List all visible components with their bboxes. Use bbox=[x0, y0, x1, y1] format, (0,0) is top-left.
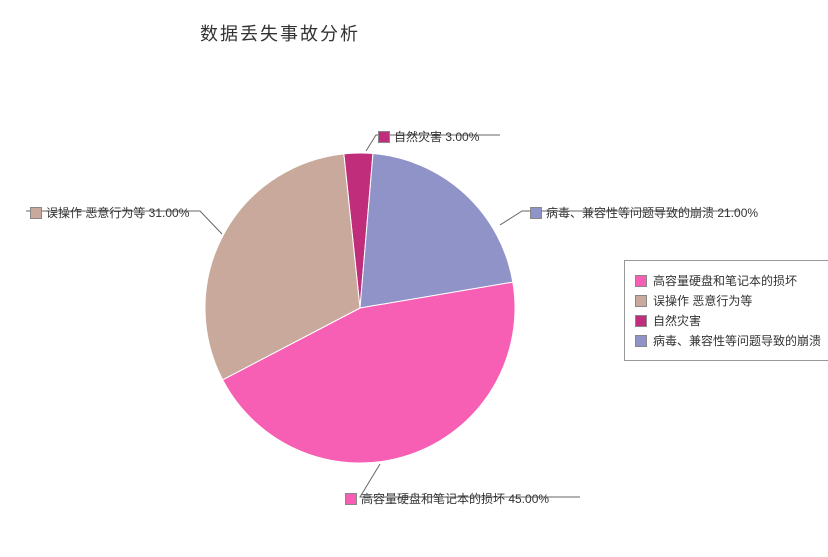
slice-label-text: 误操作 恶意行为等 31.00% bbox=[46, 204, 189, 221]
slice-label-text: 病毒、兼容性等问题导致的崩溃 21.00% bbox=[546, 204, 758, 221]
slice-label-hardware: 高容量硬盘和笔记本的损坏 45.00% bbox=[345, 490, 549, 507]
legend-item: 病毒、兼容性等问题导致的崩溃 bbox=[635, 332, 821, 349]
slice-label-swatch bbox=[345, 493, 357, 505]
legend-item: 高容量硬盘和笔记本的损坏 bbox=[635, 272, 821, 289]
slice-label-text: 高容量硬盘和笔记本的损坏 45.00% bbox=[361, 490, 549, 507]
legend-text: 高容量硬盘和笔记本的损坏 bbox=[653, 272, 797, 289]
slice-label-swatch bbox=[378, 131, 390, 143]
pie-slice-virus bbox=[360, 154, 513, 308]
legend: 高容量硬盘和笔记本的损坏误操作 恶意行为等自然灾害病毒、兼容性等问题导致的崩溃 bbox=[624, 260, 828, 361]
slice-label-virus: 病毒、兼容性等问题导致的崩溃 21.00% bbox=[530, 204, 758, 221]
legend-swatch bbox=[635, 275, 647, 287]
slice-label-text: 自然灾害 3.00% bbox=[394, 128, 479, 145]
slice-label-natural: 自然灾害 3.00% bbox=[378, 128, 479, 145]
slice-label-swatch bbox=[30, 207, 42, 219]
legend-text: 误操作 恶意行为等 bbox=[653, 292, 752, 309]
slice-label-swatch bbox=[530, 207, 542, 219]
legend-item: 误操作 恶意行为等 bbox=[635, 292, 821, 309]
legend-text: 自然灾害 bbox=[653, 312, 701, 329]
legend-swatch bbox=[635, 335, 647, 347]
legend-swatch bbox=[635, 295, 647, 307]
legend-swatch bbox=[635, 315, 647, 327]
legend-text: 病毒、兼容性等问题导致的崩溃 bbox=[653, 332, 821, 349]
slice-label-misop: 误操作 恶意行为等 31.00% bbox=[30, 204, 189, 221]
legend-item: 自然灾害 bbox=[635, 312, 821, 329]
